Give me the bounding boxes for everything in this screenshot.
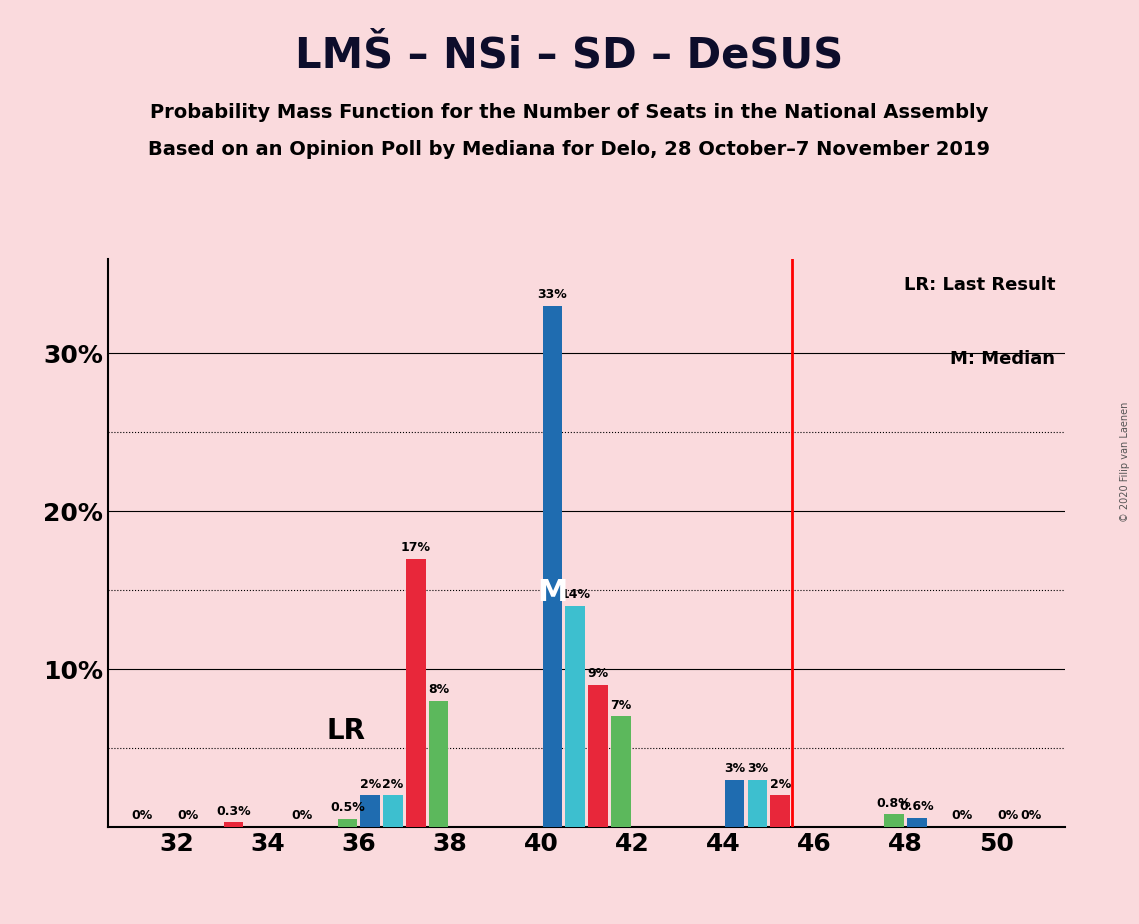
Bar bbox=[611, 716, 631, 827]
Text: M: M bbox=[538, 578, 567, 607]
Bar bbox=[428, 700, 449, 827]
Bar bbox=[565, 606, 585, 827]
Text: LR: Last Result: LR: Last Result bbox=[904, 275, 1056, 294]
Text: LMŠ – NSi – SD – DeSUS: LMŠ – NSi – SD – DeSUS bbox=[295, 34, 844, 76]
Bar bbox=[747, 780, 768, 827]
Text: 17%: 17% bbox=[401, 541, 431, 553]
Text: 8%: 8% bbox=[428, 683, 449, 696]
Text: 33%: 33% bbox=[538, 288, 567, 301]
Bar bbox=[337, 819, 358, 827]
Text: 0%: 0% bbox=[952, 809, 973, 822]
Bar bbox=[223, 822, 244, 827]
Text: 0%: 0% bbox=[1021, 809, 1041, 822]
Text: 0.8%: 0.8% bbox=[877, 796, 911, 809]
Text: 2%: 2% bbox=[360, 778, 380, 791]
Text: 14%: 14% bbox=[560, 589, 590, 602]
Text: 0.6%: 0.6% bbox=[900, 800, 934, 813]
Text: 0.5%: 0.5% bbox=[330, 801, 364, 814]
Text: M: Median: M: Median bbox=[950, 349, 1056, 368]
Bar bbox=[360, 796, 380, 827]
Bar bbox=[907, 818, 927, 827]
Text: 0%: 0% bbox=[998, 809, 1018, 822]
Text: Probability Mass Function for the Number of Seats in the National Assembly: Probability Mass Function for the Number… bbox=[150, 103, 989, 123]
Text: 7%: 7% bbox=[611, 699, 631, 711]
Text: 0%: 0% bbox=[132, 809, 153, 822]
Text: 0.3%: 0.3% bbox=[216, 805, 251, 818]
Text: © 2020 Filip van Laenen: © 2020 Filip van Laenen bbox=[1121, 402, 1130, 522]
Text: 3%: 3% bbox=[747, 762, 768, 775]
Text: 9%: 9% bbox=[588, 667, 608, 680]
Bar bbox=[588, 685, 608, 827]
Text: Based on an Opinion Poll by Mediana for Delo, 28 October–7 November 2019: Based on an Opinion Poll by Mediana for … bbox=[148, 140, 991, 160]
Bar bbox=[770, 796, 790, 827]
Text: 0%: 0% bbox=[292, 809, 312, 822]
Bar bbox=[724, 780, 745, 827]
Text: 0%: 0% bbox=[178, 809, 198, 822]
Text: LR: LR bbox=[327, 717, 366, 745]
Bar bbox=[542, 306, 563, 827]
Text: 2%: 2% bbox=[770, 778, 790, 791]
Bar bbox=[884, 814, 904, 827]
Bar bbox=[405, 559, 426, 827]
Text: 3%: 3% bbox=[724, 762, 745, 775]
Text: 2%: 2% bbox=[383, 778, 403, 791]
Bar bbox=[383, 796, 403, 827]
